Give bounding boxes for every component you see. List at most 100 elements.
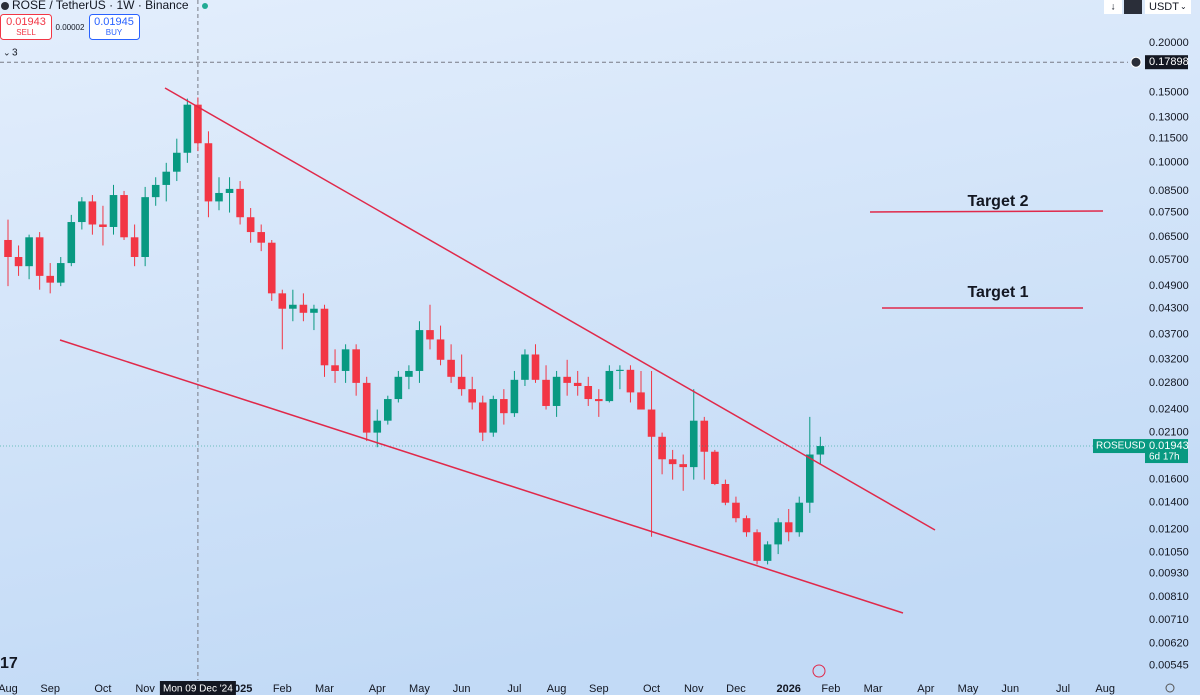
candle-body — [531, 354, 540, 380]
candle-body — [595, 399, 603, 402]
plot-area — [0, 0, 1128, 680]
buy-price: 0.01945 — [94, 16, 134, 28]
candle-body — [647, 409, 656, 437]
y-tick-label: 0.13000 — [1149, 111, 1189, 123]
candle-body — [784, 522, 793, 533]
x-tick-label: Apr — [369, 683, 386, 695]
x-tick-label: Aug — [0, 683, 18, 695]
settings-icon[interactable] — [1165, 683, 1175, 693]
candle-body — [215, 192, 223, 202]
candle-body — [816, 446, 825, 455]
y-tick-label: 0.15000 — [1149, 87, 1189, 99]
candle-body — [194, 104, 202, 144]
candle-body — [236, 188, 244, 218]
candle-body — [573, 382, 582, 386]
candle-body — [225, 188, 234, 193]
collapse-arrow[interactable]: ⌄ — [3, 47, 11, 57]
candle-body — [658, 436, 666, 460]
indicator-count[interactable]: 3 — [12, 48, 18, 59]
y-tick-label: 0.03700 — [1149, 329, 1189, 341]
x-tick-label: May — [958, 683, 979, 695]
candle-body — [711, 451, 719, 484]
currency: USDT — [1149, 1, 1179, 13]
candle-body — [151, 184, 160, 198]
candle-body — [668, 459, 677, 465]
toolbar-button[interactable] — [1124, 0, 1142, 14]
x-tick-label: Oct — [94, 683, 111, 695]
y-tick-label: 0.02100 — [1149, 427, 1189, 439]
y-tick-label: 0.00810 — [1149, 591, 1189, 603]
candle-body — [605, 370, 614, 402]
last-price-box — [1145, 439, 1188, 464]
sell-button[interactable] — [0, 14, 52, 40]
currency-button[interactable] — [1145, 0, 1191, 14]
dropdown-icon: ⌄ — [1180, 2, 1187, 11]
candle-body — [616, 369, 624, 371]
y-tick-label: 0.02400 — [1149, 403, 1189, 415]
candle-body — [806, 454, 814, 503]
x-tick-label: Sep — [40, 683, 60, 695]
sell-price: 0.01943 — [6, 16, 46, 28]
candle-body — [689, 420, 698, 468]
x-tick-label: Sep — [589, 683, 609, 695]
candle-body — [500, 399, 508, 414]
y-tick-label: 0.01200 — [1149, 523, 1189, 535]
y-tick-label: 0.01050 — [1149, 546, 1189, 558]
candle-body — [267, 242, 276, 294]
x-tick-label: Jul — [507, 683, 521, 695]
y-tick-label: 0.00620 — [1149, 637, 1189, 649]
last-price-symbol-box — [1093, 439, 1145, 454]
target-line[interactable] — [869, 210, 1104, 213]
symbol-icon — [1, 2, 9, 10]
y-tick-label: 0.01600 — [1149, 474, 1189, 486]
candle-body — [299, 304, 308, 313]
candle-body — [331, 365, 339, 371]
candle-body — [278, 293, 287, 309]
candle-body — [46, 275, 54, 283]
candle-body — [753, 532, 761, 561]
x-tick-label: Feb — [273, 683, 292, 695]
symbol-title: ROSE / TetherUS · 1W · Binance — [12, 0, 189, 12]
x-tick-label: Aug — [547, 683, 567, 695]
y-tick-label: 0.00545 — [1149, 660, 1189, 672]
trend-line-upper[interactable] — [164, 87, 936, 531]
toolbar-button[interactable] — [1104, 0, 1122, 14]
candle-body — [405, 370, 413, 377]
candle-body — [246, 217, 255, 233]
trend-line-lower[interactable] — [59, 339, 904, 614]
candle-body — [542, 379, 550, 406]
candle-body — [88, 201, 97, 225]
candle-body — [14, 256, 23, 267]
crosshair-price-label: 0.17898 — [1149, 56, 1189, 68]
candle-body — [626, 369, 635, 393]
candle-body — [320, 308, 329, 366]
candle-body — [563, 376, 571, 383]
candle-body — [25, 237, 33, 267]
add-alert-icon[interactable] — [1130, 56, 1142, 68]
y-tick-label: 0.00930 — [1149, 567, 1189, 579]
candle-body — [447, 359, 455, 377]
crosshair-price-box — [1145, 55, 1188, 70]
event-icon[interactable] — [812, 664, 826, 678]
candle-body — [141, 197, 149, 257]
candle-body — [162, 171, 171, 185]
x-tick-label: Mar — [315, 683, 334, 695]
candle-body — [394, 376, 403, 400]
crosshair-date-label: Mon 09 Dec '24 — [163, 684, 233, 695]
last-price-value: 0.01943 — [1149, 440, 1189, 452]
toolbar-icon: ↓ — [1111, 2, 1116, 13]
buy-label: BUY — [106, 28, 123, 37]
x-tick-label: 2026 — [776, 683, 800, 695]
buy-button[interactable] — [89, 14, 140, 40]
x-tick-label: Dec — [726, 683, 746, 695]
candle-body — [183, 104, 192, 153]
candle-body — [763, 544, 772, 561]
candle-body — [352, 349, 360, 383]
candle-body — [341, 349, 350, 371]
candle-body — [362, 382, 371, 433]
y-tick-label: 0.07500 — [1149, 206, 1189, 218]
y-tick-label: 0.11500 — [1149, 133, 1188, 145]
spread: 0.00002 — [56, 23, 85, 32]
candle-body — [679, 464, 687, 468]
annotation: Target 2 — [967, 193, 1028, 210]
